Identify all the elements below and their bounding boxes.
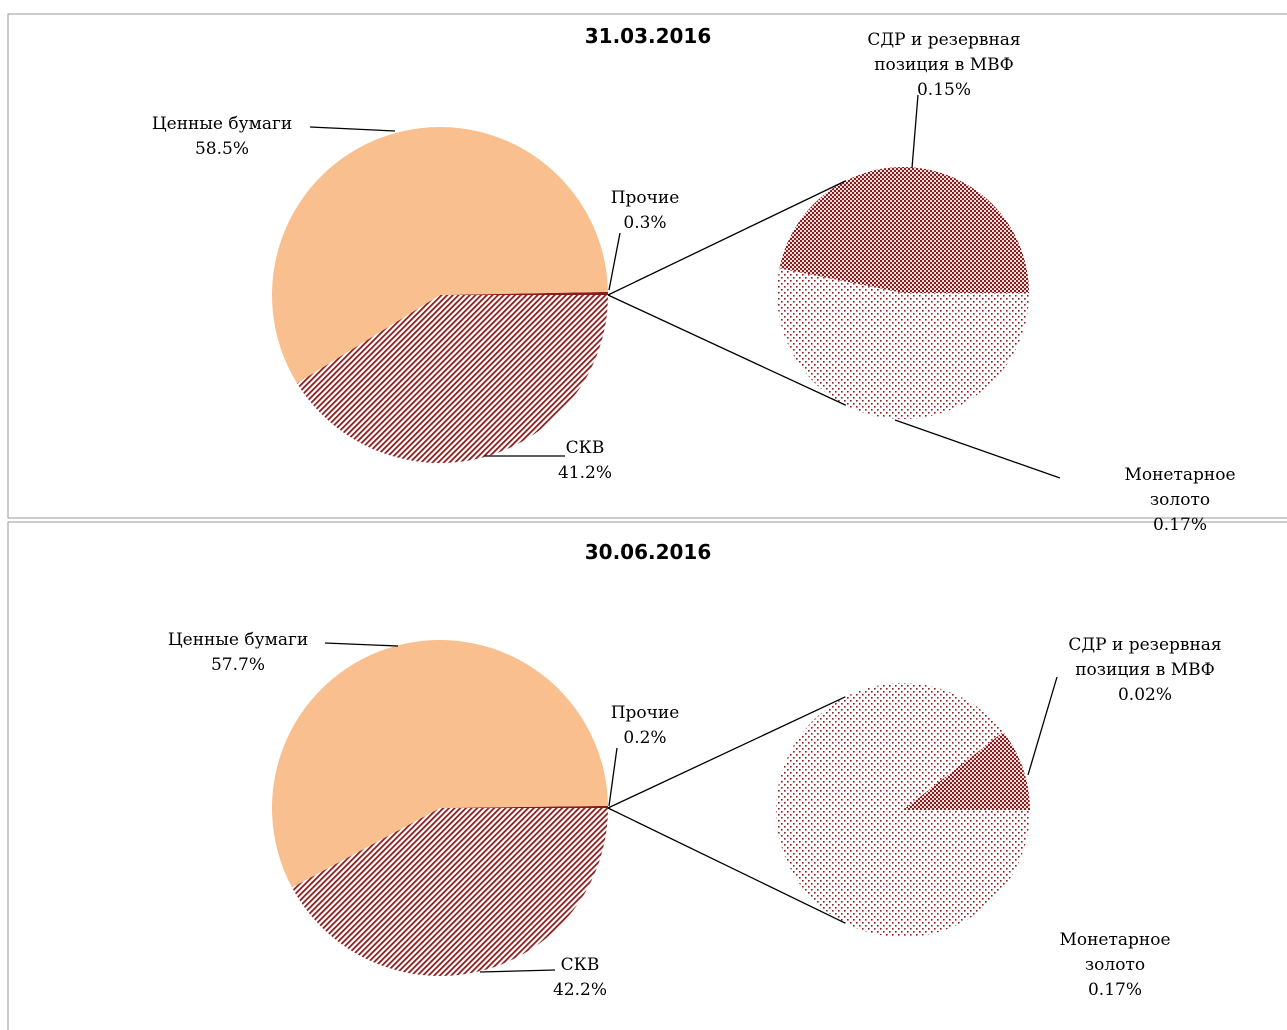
panel-border xyxy=(7,13,1287,519)
data-label: СДР и резервная позиция в МВФ 0.15% xyxy=(849,28,1039,103)
leader-line xyxy=(324,642,399,647)
label-name: СКВ xyxy=(560,955,600,975)
data-label: Прочие 0.3% xyxy=(611,186,680,236)
leader-line xyxy=(894,419,1061,479)
leader-line xyxy=(309,126,396,132)
sub-pie-slice xyxy=(779,167,1029,293)
pie-slice xyxy=(297,295,608,463)
leader-line xyxy=(479,969,556,973)
label-name: Ценные бумаги xyxy=(151,114,293,134)
chart-title: 31.03.2016 xyxy=(584,24,712,48)
pie-slice xyxy=(291,808,608,977)
leader-line xyxy=(1027,676,1058,776)
connector-line xyxy=(607,294,847,406)
label-value: 0.02% xyxy=(1117,685,1172,705)
sub-pie-slice xyxy=(903,731,1030,810)
data-label: СКВ 42.2% xyxy=(553,953,607,1003)
label-name: Монетарное золото xyxy=(1059,930,1171,975)
leader-line xyxy=(608,747,618,807)
connector-line xyxy=(607,180,847,296)
data-label: Ценные бумаги 57.7% xyxy=(168,628,308,678)
chart-title: 30.06.2016 xyxy=(584,540,712,564)
label-value: 41.2% xyxy=(557,463,613,483)
connector-line xyxy=(607,696,846,809)
label-value: 0.2% xyxy=(623,728,667,748)
pie-slice xyxy=(272,127,608,384)
connector-line xyxy=(607,807,846,924)
data-label: Ценные бумаги 58.5% xyxy=(152,112,292,162)
label-name: СДР и резервная позиция в МВФ xyxy=(867,30,1021,75)
sub-pie-slice xyxy=(776,683,1030,938)
label-name: Ценные бумаги xyxy=(167,630,309,650)
label-value: 0.3% xyxy=(623,213,667,233)
label-value: 0.15% xyxy=(916,80,971,100)
pie-slice xyxy=(440,291,608,295)
pie-slice xyxy=(440,805,608,808)
leader-line xyxy=(608,232,621,291)
data-label: СДР и резервная позиция в МВФ 0.02% xyxy=(1050,633,1240,708)
label-name: Прочие xyxy=(610,188,680,208)
label-name: Прочие xyxy=(610,703,680,723)
data-label: Монетарное золото 0.17% xyxy=(1029,928,1201,1003)
label-value: 57.7% xyxy=(210,655,265,675)
label-name: Монетарное золото xyxy=(1124,465,1236,510)
label-value: 0.17% xyxy=(1087,980,1142,1000)
panel-border xyxy=(7,521,1287,1030)
pie-slice xyxy=(272,640,608,888)
label-value: 0.17% xyxy=(1152,515,1207,535)
data-label: Монетарное золото 0.17% xyxy=(1124,463,1235,538)
label-value: 42.2% xyxy=(552,980,608,1000)
sub-pie-slice xyxy=(777,268,1029,420)
leader-line xyxy=(911,94,919,169)
label-name: СДР и резервная позиция в МВФ xyxy=(1068,635,1222,680)
data-label: СКВ 41.2% xyxy=(558,436,612,486)
data-label: Прочие 0.2% xyxy=(611,701,680,751)
label-value: 58.5% xyxy=(194,139,249,159)
label-name: СКВ xyxy=(565,438,605,458)
